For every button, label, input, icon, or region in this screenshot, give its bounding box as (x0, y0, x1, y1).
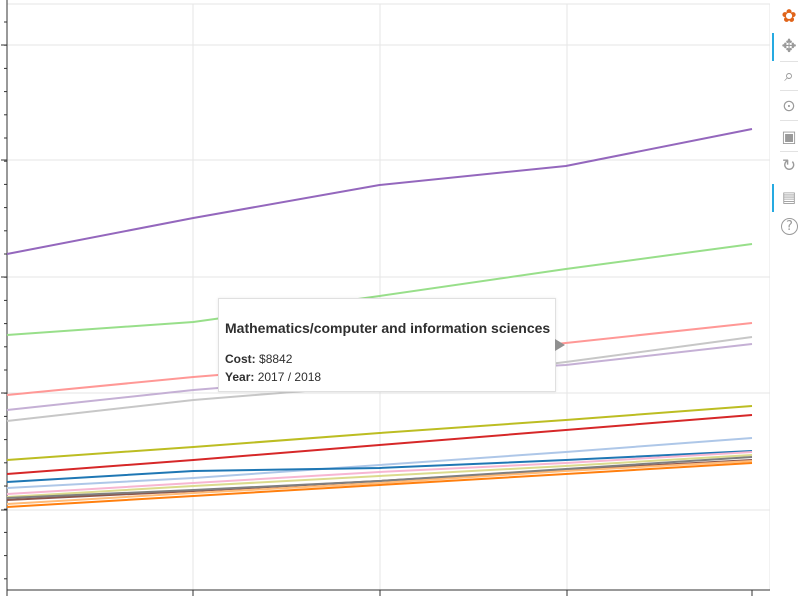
series-line-2[interactable] (6, 243, 753, 336)
toolbar-divider (780, 61, 798, 62)
tooltip-cost-label: Cost: (225, 352, 256, 366)
wheel-zoom-icon[interactable]: ⊙ (782, 95, 796, 115)
tooltip-year-value: 2017 / 2018 (257, 370, 322, 384)
series-line-9[interactable] (6, 450, 753, 483)
tooltip-cost-value: $8842 (259, 352, 293, 366)
tooltip-title: Mathematics/computer and information sci… (225, 320, 551, 336)
series-line-11[interactable] (6, 454, 753, 498)
series-line-7[interactable] (6, 414, 753, 475)
bokeh-logo-icon[interactable]: ✿ (781, 5, 797, 27)
toolbar-divider (780, 120, 798, 121)
box-zoom-icon[interactable]: ⌕ (784, 66, 794, 86)
series-line-6[interactable] (6, 405, 753, 461)
plot-toolbar: ✿ ✥ ⌕ ⊙ ▣ ↻ ▤ ? (770, 0, 805, 250)
hover-tooltip: Mathematics/computer and information sci… (218, 298, 565, 392)
series-line-15[interactable] (6, 462, 753, 508)
hover-icon[interactable]: ▤ (772, 184, 800, 212)
save-icon[interactable]: ▣ (781, 126, 797, 146)
series-line-13[interactable] (6, 456, 753, 499)
tooltip-year-label: Year: (225, 370, 255, 384)
reset-icon[interactable]: ↻ (781, 156, 797, 176)
axes (1, 0, 770, 596)
help-icon[interactable]: ? (781, 218, 798, 235)
toolbar-divider (780, 90, 798, 91)
toolbar-divider (780, 151, 798, 152)
series-line-10[interactable] (6, 451, 753, 495)
series-line-14[interactable] (6, 460, 753, 505)
pan-icon[interactable]: ✥ (772, 33, 800, 61)
tooltip-cost-row: Cost: $8842 (225, 352, 292, 366)
series-line-8[interactable] (6, 437, 753, 489)
tooltip-year-row: Year: 2017 / 2018 (225, 370, 321, 384)
series-line-1[interactable] (6, 128, 753, 255)
grid (7, 3, 770, 590)
